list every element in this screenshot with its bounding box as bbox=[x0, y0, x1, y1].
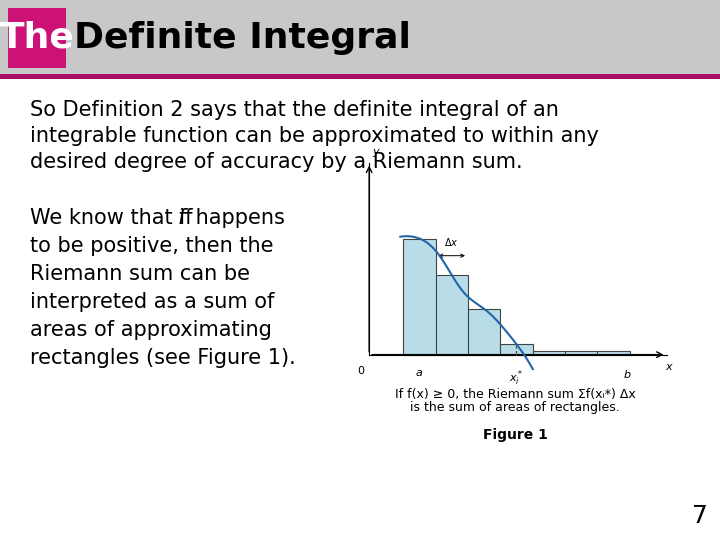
Text: The: The bbox=[0, 21, 74, 55]
Text: areas of approximating: areas of approximating bbox=[30, 320, 272, 340]
Text: $x$: $x$ bbox=[665, 362, 674, 372]
Text: to be positive, then the: to be positive, then the bbox=[30, 236, 274, 256]
Bar bbox=[0, 74, 720, 79]
Text: rectangles (see Figure 1).: rectangles (see Figure 1). bbox=[30, 348, 296, 368]
Text: We know that if: We know that if bbox=[30, 208, 199, 228]
Bar bbox=[533, 351, 565, 355]
Text: $b$: $b$ bbox=[623, 368, 631, 380]
Bar bbox=[500, 344, 533, 355]
Bar bbox=[0, 0, 720, 75]
Text: integrable function can be approximated to within any: integrable function can be approximated … bbox=[30, 126, 599, 146]
Bar bbox=[403, 239, 436, 355]
Text: $a$: $a$ bbox=[415, 368, 423, 378]
Text: desired degree of accuracy by a Riemann sum.: desired degree of accuracy by a Riemann … bbox=[30, 152, 523, 172]
Bar bbox=[8, 8, 66, 68]
Text: happens: happens bbox=[189, 208, 285, 228]
Bar bbox=[468, 309, 500, 355]
Text: $y$: $y$ bbox=[372, 147, 381, 159]
Text: So Definition 2 says that the definite integral of an: So Definition 2 says that the definite i… bbox=[30, 100, 559, 120]
Text: Definite Integral: Definite Integral bbox=[74, 21, 411, 55]
Text: Riemann sum can be: Riemann sum can be bbox=[30, 264, 250, 284]
Bar bbox=[565, 351, 598, 355]
Text: 0: 0 bbox=[357, 366, 364, 376]
Text: is the sum of areas of rectangles.: is the sum of areas of rectangles. bbox=[410, 401, 620, 414]
Text: $x_i^*$: $x_i^*$ bbox=[509, 368, 523, 388]
Text: 7: 7 bbox=[692, 504, 708, 528]
Text: $\Delta x$: $\Delta x$ bbox=[444, 236, 459, 248]
Text: interpreted as a sum of: interpreted as a sum of bbox=[30, 292, 274, 312]
Text: Figure 1: Figure 1 bbox=[482, 428, 547, 442]
Text: If f(x) ≥ 0, the Riemann sum Σf(xᵢ*) Δx: If f(x) ≥ 0, the Riemann sum Σf(xᵢ*) Δx bbox=[395, 388, 635, 401]
Bar bbox=[598, 351, 630, 355]
Bar bbox=[436, 275, 468, 355]
Text: f: f bbox=[178, 208, 185, 228]
